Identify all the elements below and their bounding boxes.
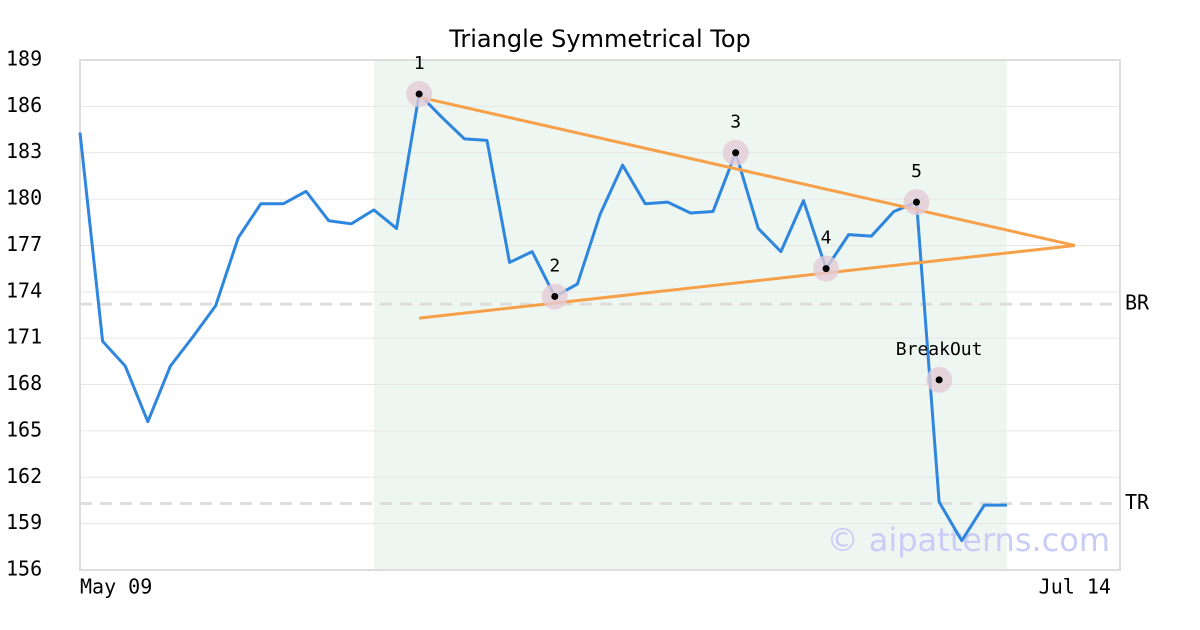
point-label: 5 — [911, 161, 922, 182]
point-label: 3 — [730, 112, 741, 133]
y-tick-label: 177 — [6, 232, 42, 256]
x-tick-label: May 09 — [80, 575, 152, 599]
y-tick-label: 180 — [6, 186, 42, 210]
plot-border — [79, 59, 1121, 571]
y-tick-label: 165 — [6, 417, 42, 441]
point-dot — [551, 292, 559, 300]
point-dot — [732, 149, 740, 157]
point-dot — [822, 265, 830, 273]
point-label: 1 — [414, 53, 425, 74]
point-label: 2 — [549, 255, 560, 276]
chart-title: Triangle Symmetrical Top — [448, 25, 751, 53]
y-tick-label: 189 — [6, 47, 42, 71]
y-tick-label: 159 — [6, 510, 42, 534]
y-tick-label: 162 — [6, 464, 42, 488]
trendline — [418, 95, 1076, 247]
price-line — [78, 92, 1007, 543]
point-dot — [415, 90, 423, 98]
level-label: BR — [1125, 291, 1150, 315]
point-dot — [913, 198, 921, 206]
highlight-region — [373, 60, 1007, 570]
point-label: BreakOut — [896, 339, 983, 360]
trendline — [418, 243, 1075, 320]
y-tick-label: 168 — [6, 371, 42, 395]
watermark: © aipatterns.com — [827, 521, 1110, 559]
point-dot — [935, 376, 943, 384]
level-label: TR — [1125, 490, 1150, 514]
point-label: 4 — [821, 228, 832, 249]
y-tick-label: 186 — [6, 93, 42, 117]
y-tick-label: 171 — [6, 325, 42, 349]
y-tick-label: 156 — [6, 557, 42, 581]
y-tick-label: 174 — [6, 278, 42, 302]
y-tick-label: 183 — [6, 139, 42, 163]
x-tick-label: Jul 14 — [1039, 575, 1111, 599]
